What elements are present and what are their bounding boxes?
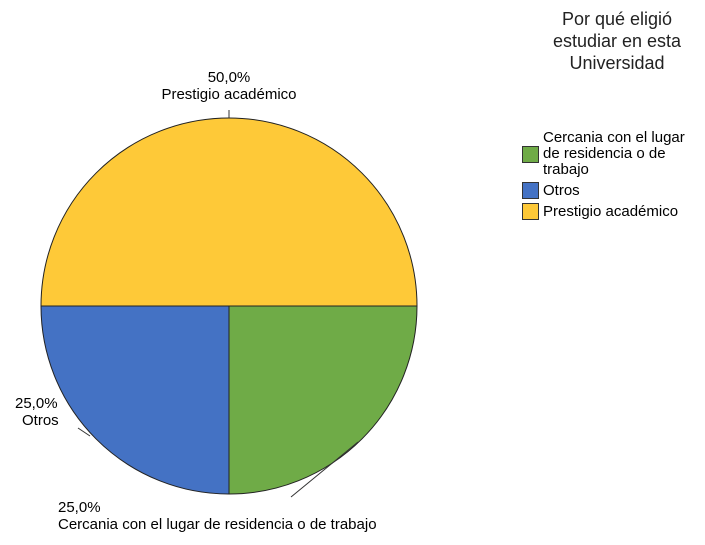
legend-label: Otros — [543, 181, 580, 199]
data-label-category: Otros — [22, 412, 59, 429]
legend-swatch — [522, 145, 539, 163]
data-label-category: Cercania con el lugar de residencia o de… — [58, 516, 377, 533]
legend-item: Prestigio académico — [522, 203, 702, 220]
legend-swatch — [522, 182, 539, 199]
leader-line — [290, 441, 359, 498]
legend-label: Prestigio académico — [543, 202, 679, 220]
data-label-category: Prestigio académico — [161, 86, 296, 103]
pie-slice — [40, 305, 230, 495]
pie-slice — [40, 117, 418, 307]
data-label: 25,0% — [58, 499, 101, 516]
legend-swatch — [522, 203, 539, 220]
pie-slice — [228, 305, 418, 495]
data-label: 50,0% — [208, 69, 251, 86]
legend-label: Cercania con el lugar de residencia o de… — [543, 129, 685, 178]
legend-item: Cercania con el lugar de residencia o de… — [522, 130, 702, 178]
legend-item: Otros — [522, 182, 702, 199]
legend: Cercania con el lugar de residencia o de… — [522, 130, 702, 224]
leader-line — [77, 427, 91, 437]
data-label: 25,0% — [15, 395, 58, 412]
legend-title: Por qué eligió estudiar en esta Universi… — [552, 9, 682, 73]
